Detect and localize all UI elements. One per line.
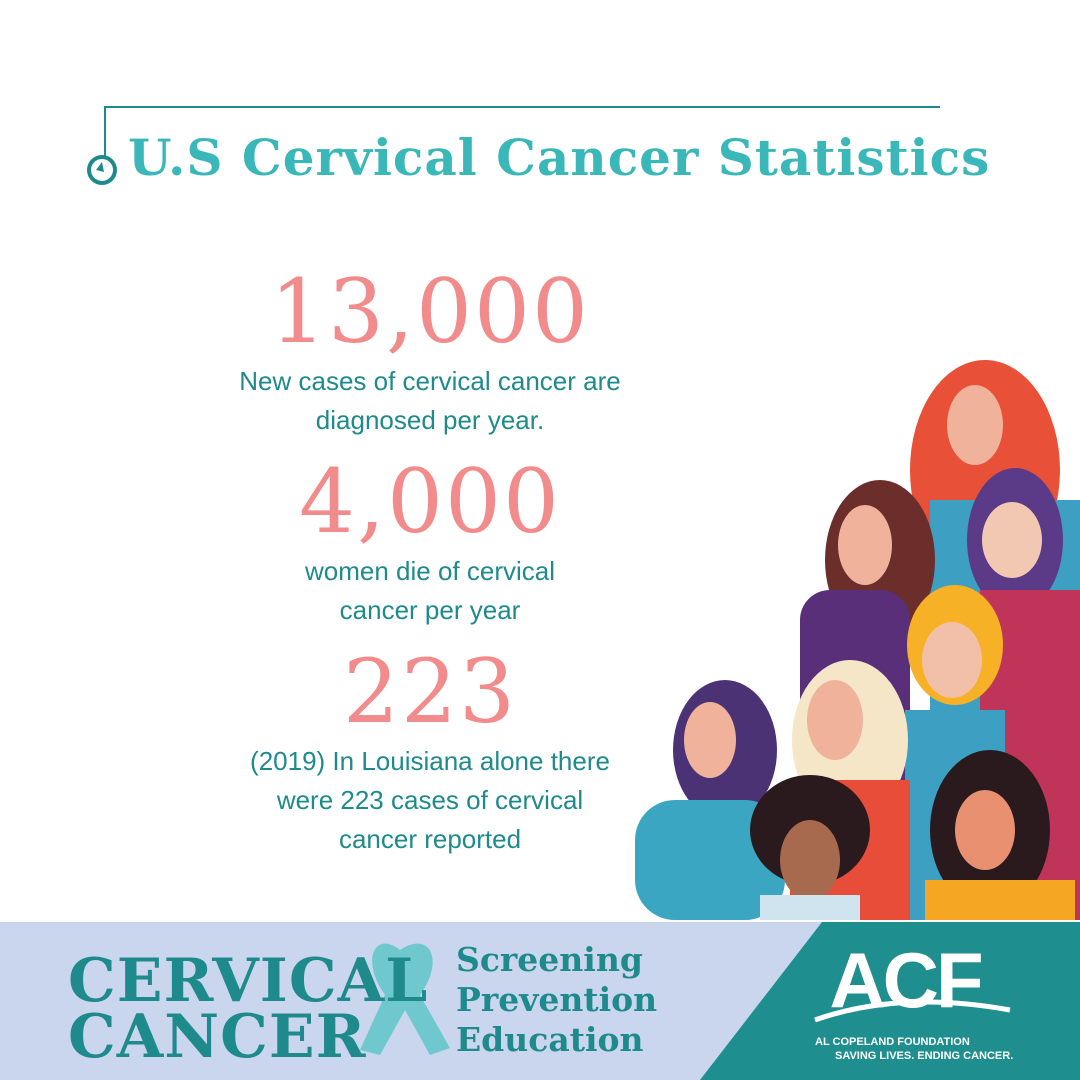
stat-description: (2019) In Louisiana alone there (250, 746, 610, 776)
stat: 13,000 New cases of cervical cancer are di… (200, 262, 660, 440)
campaign-line: CERVICAL (68, 946, 429, 1016)
women-illustration (635, 360, 1080, 920)
stat-description: cancer reported (338, 824, 522, 854)
title: U.S Cervical Cancer Statistics (128, 128, 991, 187)
tagline: Education (456, 1020, 644, 1059)
stat: 223 (2019) In Louisiana alone there were 2… (200, 642, 660, 859)
stat-number: 4,000 (299, 450, 561, 553)
stat-number: 13,000 (270, 260, 590, 363)
stat-description: cancer per year (339, 595, 521, 625)
stat-description: women die of cervical (305, 556, 555, 586)
stat-number: 223 (343, 640, 517, 743)
tagline: Prevention (456, 980, 658, 1019)
stat-description: diagnosed per year. (315, 405, 545, 435)
stat-description: were 223 cases of cervical (276, 785, 584, 815)
stat-description: New cases of cervical cancer are (239, 366, 621, 396)
campaign-line: CANCER (68, 1002, 367, 1072)
logo: ACF (829, 936, 983, 1024)
foundation-name: AL COPELAND FOUNDATION (815, 1036, 970, 1048)
slogan: SAVING LIVES. ENDING CANCER. (835, 1050, 1014, 1062)
tagline: Screening (456, 940, 643, 979)
stat: 4,000 women die of cervical cancer per yea… (200, 452, 660, 630)
